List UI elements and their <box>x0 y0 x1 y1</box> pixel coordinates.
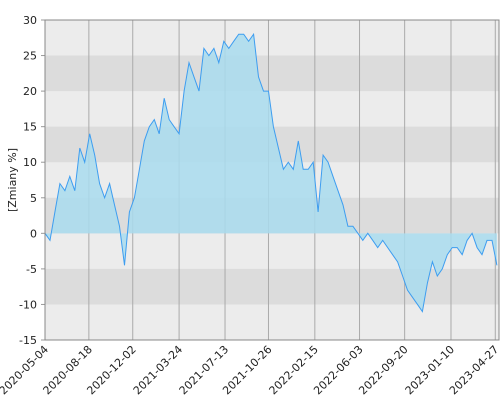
y-tick-label: 10 <box>23 156 37 169</box>
line <box>44 32 498 313</box>
y-tick-label: 15 <box>23 121 37 134</box>
y-axis-label: [Zmiany %] <box>6 148 19 212</box>
plot-border <box>44 19 500 341</box>
area-fill <box>45 34 497 312</box>
y-tick-label: -15 <box>19 334 37 347</box>
y-tick-label: -5 <box>26 263 37 276</box>
grid-band <box>45 268 499 305</box>
y-tick-label: 30 <box>23 14 37 27</box>
y-tick-label: 25 <box>23 50 37 63</box>
y-tick-label: -10 <box>19 298 37 311</box>
grid-band <box>45 55 499 92</box>
y-tick-label: 0 <box>30 227 37 240</box>
y-tick-label: 5 <box>30 192 37 205</box>
y-tick-label: 20 <box>23 85 37 98</box>
